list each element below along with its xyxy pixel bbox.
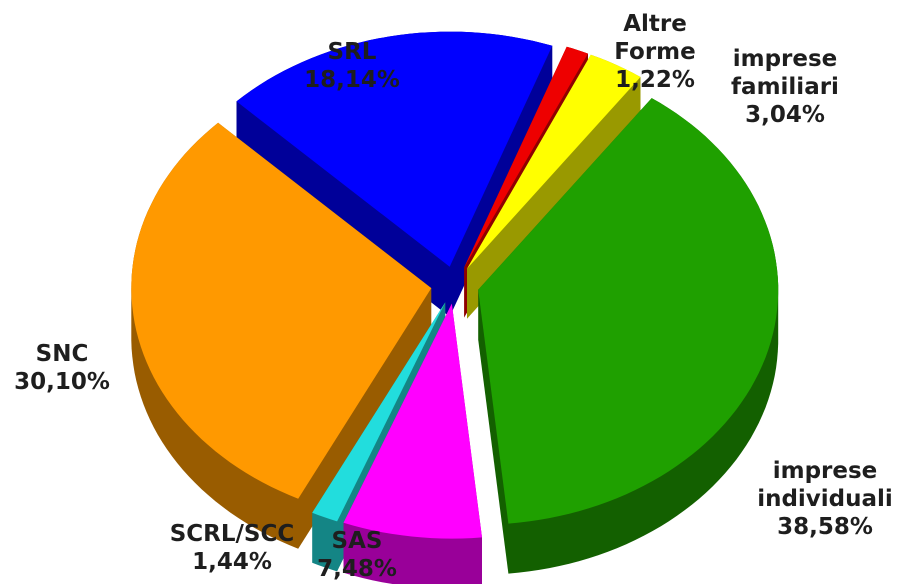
value-label: 3,04%	[745, 102, 825, 128]
category-label: imprese familiari	[731, 46, 839, 100]
slice-label: imprese familiari 3,04%	[720, 45, 850, 129]
slice-top	[131, 122, 432, 499]
slice-top	[478, 98, 779, 524]
pie-slice	[236, 31, 553, 317]
pie-slice	[478, 98, 779, 574]
category-label: SAS	[331, 528, 383, 554]
slice-top	[343, 303, 482, 539]
pie-slice	[343, 303, 482, 584]
slice-top	[464, 46, 588, 268]
pie-slice	[312, 302, 446, 572]
slice-top	[312, 302, 446, 522]
value-label: 1,22%	[615, 67, 695, 93]
value-label: 38,58%	[777, 514, 873, 540]
category-label: imprese individuali	[757, 458, 893, 512]
value-label: 18,14%	[304, 67, 400, 93]
slice-label: SRL 18,14%	[292, 38, 412, 94]
pie-slice	[131, 122, 432, 549]
slice-label: Altre Forme 1,22%	[600, 10, 710, 94]
value-label: 1,44%	[192, 549, 272, 575]
value-label: 30,10%	[14, 369, 110, 395]
pie-slice	[467, 54, 641, 319]
slice-label: SAS 7,48%	[312, 527, 402, 583]
slice-top	[236, 31, 553, 267]
slice-label: SCRL/SCC 1,44%	[157, 520, 307, 576]
category-label: SRL	[327, 39, 377, 65]
slice-label: SNC 30,10%	[2, 340, 122, 396]
category-label: Altre Forme	[614, 11, 696, 65]
category-label: SNC	[35, 341, 89, 367]
slice-top	[467, 54, 641, 269]
category-label: SCRL/SCC	[169, 521, 295, 547]
slice-label: imprese individuali 38,58%	[750, 457, 900, 541]
value-label: 7,48%	[317, 556, 397, 582]
